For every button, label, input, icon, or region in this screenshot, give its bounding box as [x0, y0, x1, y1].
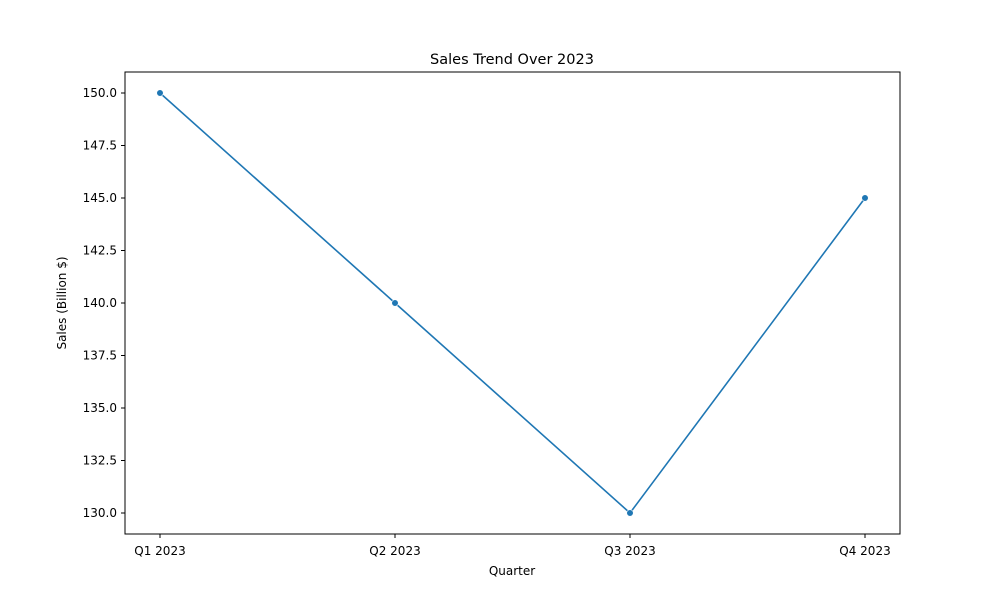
- y-tick-label: 130.0: [83, 506, 117, 520]
- x-tick-label: Q2 2023: [369, 544, 420, 558]
- y-tick-label: 137.5: [83, 349, 117, 363]
- y-axis-label: Sales (Billion $): [55, 256, 69, 349]
- x-tick-label: Q4 2023: [839, 544, 890, 558]
- data-point: [156, 89, 164, 97]
- series-line: [159, 92, 866, 514]
- x-tick-label: Q1 2023: [134, 544, 185, 558]
- y-axis: 130.0 132.5 135.0 137.5 140.0 142.5 145.0 147.5…: [83, 86, 125, 520]
- chart-title: Sales Trend Over 2023: [430, 52, 594, 68]
- y-tick-label: 145.0: [83, 191, 117, 205]
- data-point: [626, 509, 634, 517]
- y-tick-label: 132.5: [83, 454, 117, 468]
- y-tick-label: 140.0: [83, 296, 117, 310]
- y-tick-label: 147.5: [83, 139, 117, 153]
- x-tick-label: Q3 2023: [604, 544, 655, 558]
- data-point: [391, 299, 399, 307]
- x-axis-label: Quarter: [489, 564, 535, 578]
- series-layer: [156, 89, 869, 517]
- y-tick-label: 142.5: [83, 244, 117, 258]
- x-axis: Q1 2023 Q2 2023 Q3 2023 Q4 2023: [134, 534, 891, 558]
- data-point: [861, 194, 869, 202]
- y-tick-label: 150.0: [83, 86, 117, 100]
- y-tick-label: 135.0: [83, 401, 117, 415]
- plot-area-frame: [124, 71, 901, 535]
